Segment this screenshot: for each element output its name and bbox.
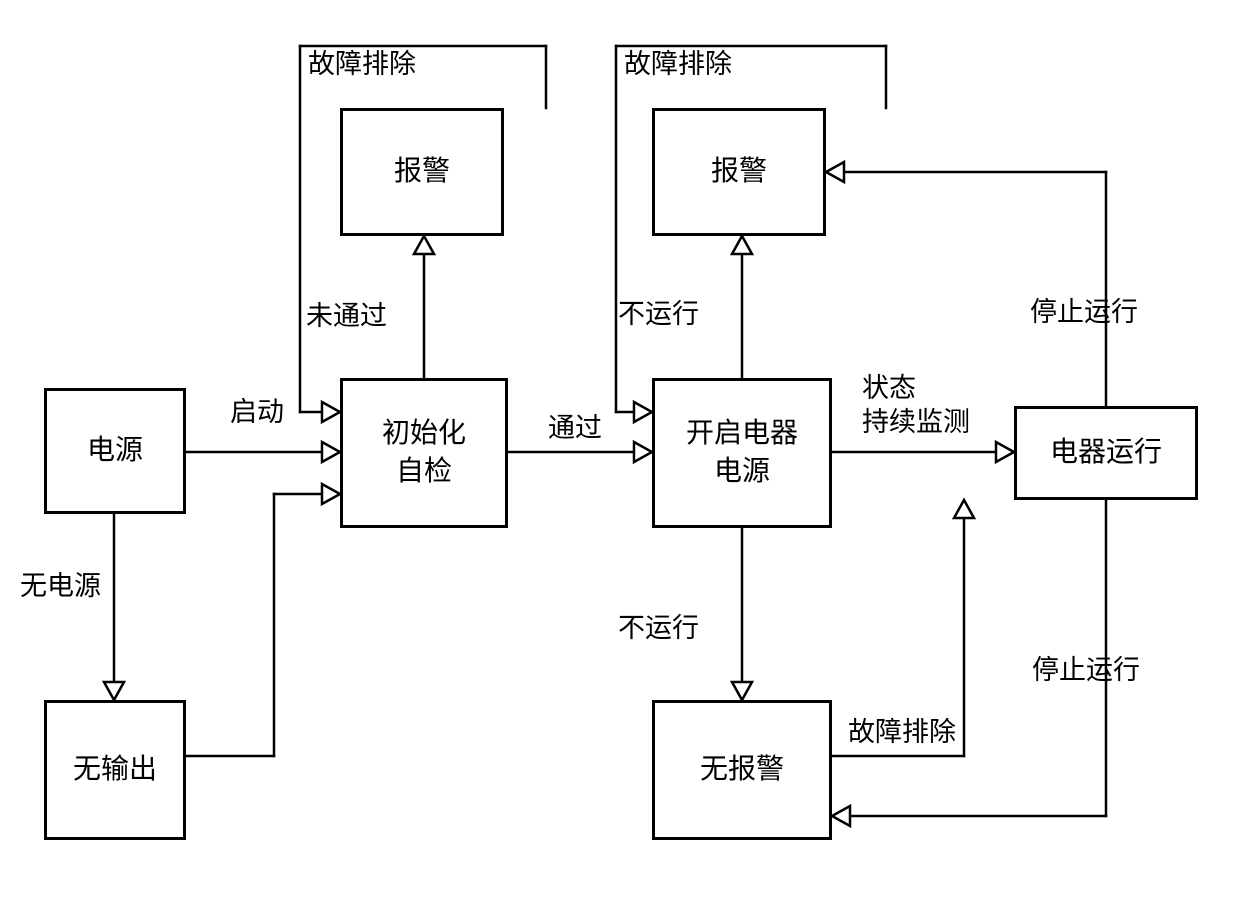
edge-f2_box_to_open — [616, 46, 652, 422]
edge-label-init_to_open: 通过 — [548, 412, 602, 446]
node-no_output: 无输出 — [44, 700, 186, 840]
edge-open_to_alarm2 — [732, 236, 752, 378]
edge-label-running_to_alarm2: 停止运行 — [1030, 296, 1138, 330]
edge-label-running_to_noalarm: 停止运行 — [1032, 654, 1140, 688]
edge-open_to_running — [832, 442, 1014, 462]
edge-label-power_to_init: 启动 — [230, 396, 284, 430]
edge-label-open_to_alarm2: 不运行 — [618, 298, 699, 332]
edge-init_to_alarm1 — [414, 236, 434, 378]
edge-running_to_alarm2 — [826, 162, 1106, 406]
node-no_alarm: 无报警 — [652, 700, 832, 840]
edge-label-open_to_running: 状态 持续监测 — [862, 372, 970, 440]
edge-open_to_noalarm — [732, 528, 752, 700]
edge-power_to_init — [186, 442, 340, 462]
node-init: 初始化 自检 — [340, 378, 508, 528]
edge-label-open_to_noalarm: 不运行 — [618, 612, 699, 646]
node-open: 开启电器 电源 — [652, 378, 832, 528]
edge-label-init_to_alarm1: 未通过 — [306, 300, 387, 334]
node-running: 电器运行 — [1014, 406, 1198, 500]
edge-f1_box_to_init — [300, 46, 340, 422]
edge-label-power_to_noout: 无电源 — [20, 570, 101, 604]
node-alarm2: 报警 — [652, 108, 826, 236]
node-power: 电源 — [44, 388, 186, 514]
flowchart-canvas: 电源无输出初始化 自检报警开启电器 电源报警无报警电器运行故障排除故障排除启动无… — [0, 0, 1240, 904]
edge-power_to_noout — [104, 514, 124, 700]
fault-label-f2: 故障排除 — [624, 48, 732, 82]
edge-label-noalarm_to_running: 故障排除 — [848, 716, 956, 750]
edge-noout_to_init — [186, 484, 340, 756]
fault-label-f1: 故障排除 — [308, 48, 416, 82]
node-alarm1: 报警 — [340, 108, 504, 236]
